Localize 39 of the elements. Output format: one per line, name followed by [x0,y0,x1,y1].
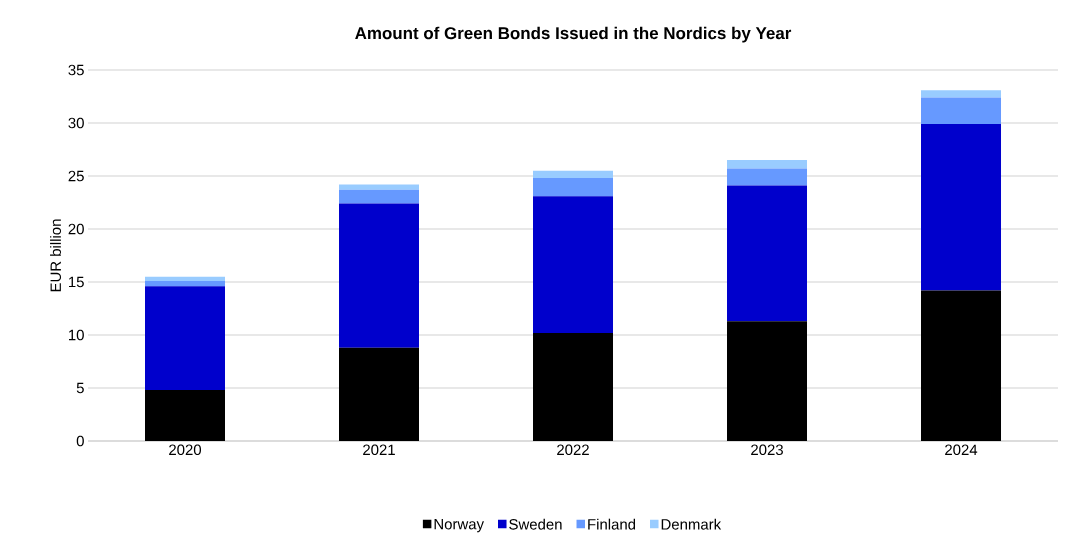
bar [921,90,1002,98]
y-tick-label: 5 [76,382,84,394]
bar [339,189,419,204]
bar [921,97,1002,125]
chart-title: Amount of Green Bonds Issued in the Nordics by Year [355,26,792,43]
legend-label: Finland [588,518,636,530]
bar [533,178,613,197]
bar [145,286,225,391]
bar [921,124,1002,291]
bar [727,321,807,441]
y-tick-label: 20 [68,223,84,235]
x-tick-label: 2022 [557,444,589,456]
bar [145,390,225,441]
legend-label: Sweden [509,518,562,530]
bar [727,185,807,322]
bar [339,347,419,441]
bar [921,290,1002,441]
x-tick-label: 2020 [169,444,202,456]
y-tick-label: 35 [68,64,84,76]
bar [727,160,807,169]
y-tick-label: 15 [69,276,84,288]
x-tick-label: 2021 [363,444,395,456]
x-tick-label: 2024 [945,444,978,456]
y-axis-title: EUR billion [50,219,62,292]
bar [533,170,613,179]
bar [145,276,225,281]
legend-label: Norway [434,518,484,533]
y-tick-label: 30 [68,117,84,129]
bar [339,184,419,190]
bar [727,168,807,186]
y-tick-label: 25 [68,170,84,182]
y-tick-label: 0 [76,435,84,447]
bar [533,332,613,441]
legend-label: Denmark [661,518,722,530]
bar [145,280,225,287]
x-tick-label: 2023 [751,444,783,456]
bar [533,196,613,333]
bar [339,203,419,348]
y-tick-label: 10 [69,329,84,341]
